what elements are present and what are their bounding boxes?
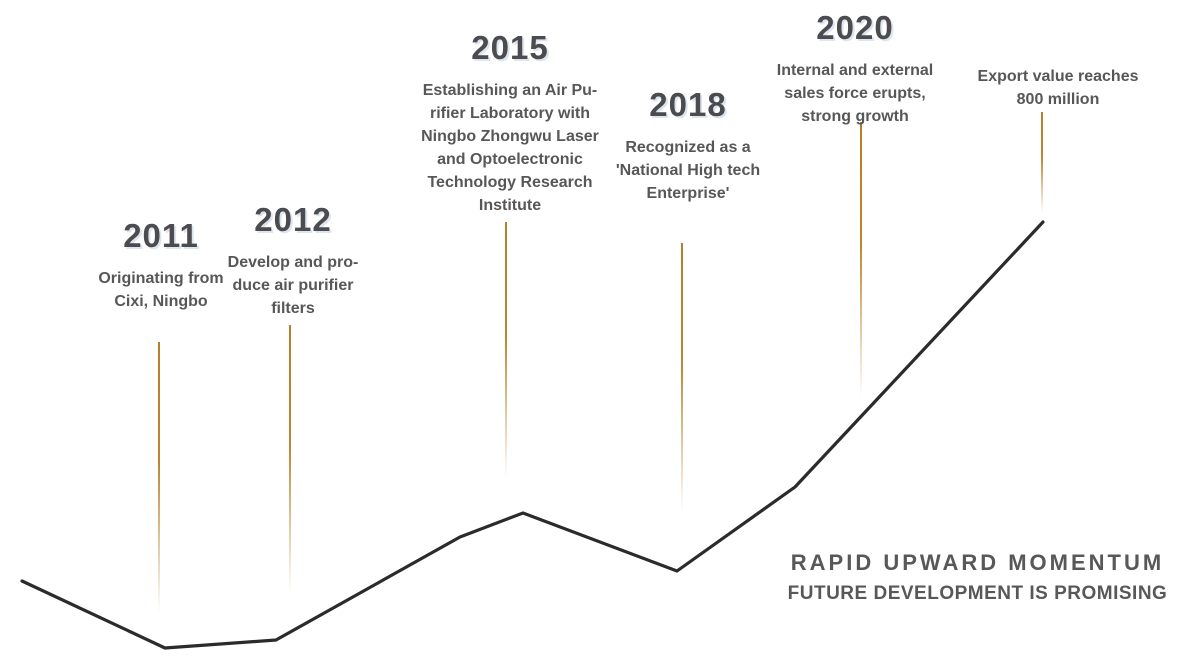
milestone-year: 2015: [471, 29, 549, 66]
milestone-description: Originating from Cixi, Ningbo: [98, 270, 224, 310]
milestone-year: 2020: [816, 9, 894, 46]
milestone-2011: 2011 Originating from Cixi, Ningbo: [66, 219, 256, 313]
milestone-2020: 2020 Internal and external sales force e…: [745, 11, 965, 128]
milestone-description: Export value reaches 800 million: [977, 68, 1139, 108]
timeline-tick-2018: [681, 243, 683, 511]
tagline: RAPID UPWARD MOMENTUM FUTURE DEVELOPMENT…: [780, 548, 1175, 607]
timeline-tick-2020: [860, 122, 862, 397]
timeline-tick-export: [1041, 112, 1043, 213]
milestone-description: Internal and external sales force erupts…: [776, 62, 934, 125]
milestone-description: Develop and pro- duce air purifier filte…: [227, 254, 359, 317]
milestone-description: Recognized as a 'National High tech Ente…: [615, 139, 761, 202]
milestone-export: Export value reaches 800 million: [948, 65, 1168, 111]
milestone-description: Establishing an Air Pu- rifier Laborator…: [421, 82, 599, 214]
milestone-2015: 2015 Establishing an Air Pu- rifier Labo…: [395, 31, 625, 217]
timeline-tick-2015: [505, 222, 507, 478]
milestone-year: 2012: [254, 201, 332, 238]
milestone-2012: 2012 Develop and pro- duce air purifier …: [203, 203, 383, 320]
timeline-tick-2012: [289, 325, 291, 593]
milestone-2018: 2018 Recognized as a 'National High tech…: [588, 88, 788, 205]
timeline-tick-2011: [158, 342, 160, 613]
trend-polyline: [20, 220, 1045, 650]
tagline-line1: RAPID UPWARD MOMENTUM: [790, 550, 1165, 575]
milestone-year: 2011: [123, 217, 199, 254]
milestone-year: 2018: [649, 86, 727, 123]
tagline-line2: FUTURE DEVELOPMENT IS PROMISING: [787, 583, 1168, 604]
